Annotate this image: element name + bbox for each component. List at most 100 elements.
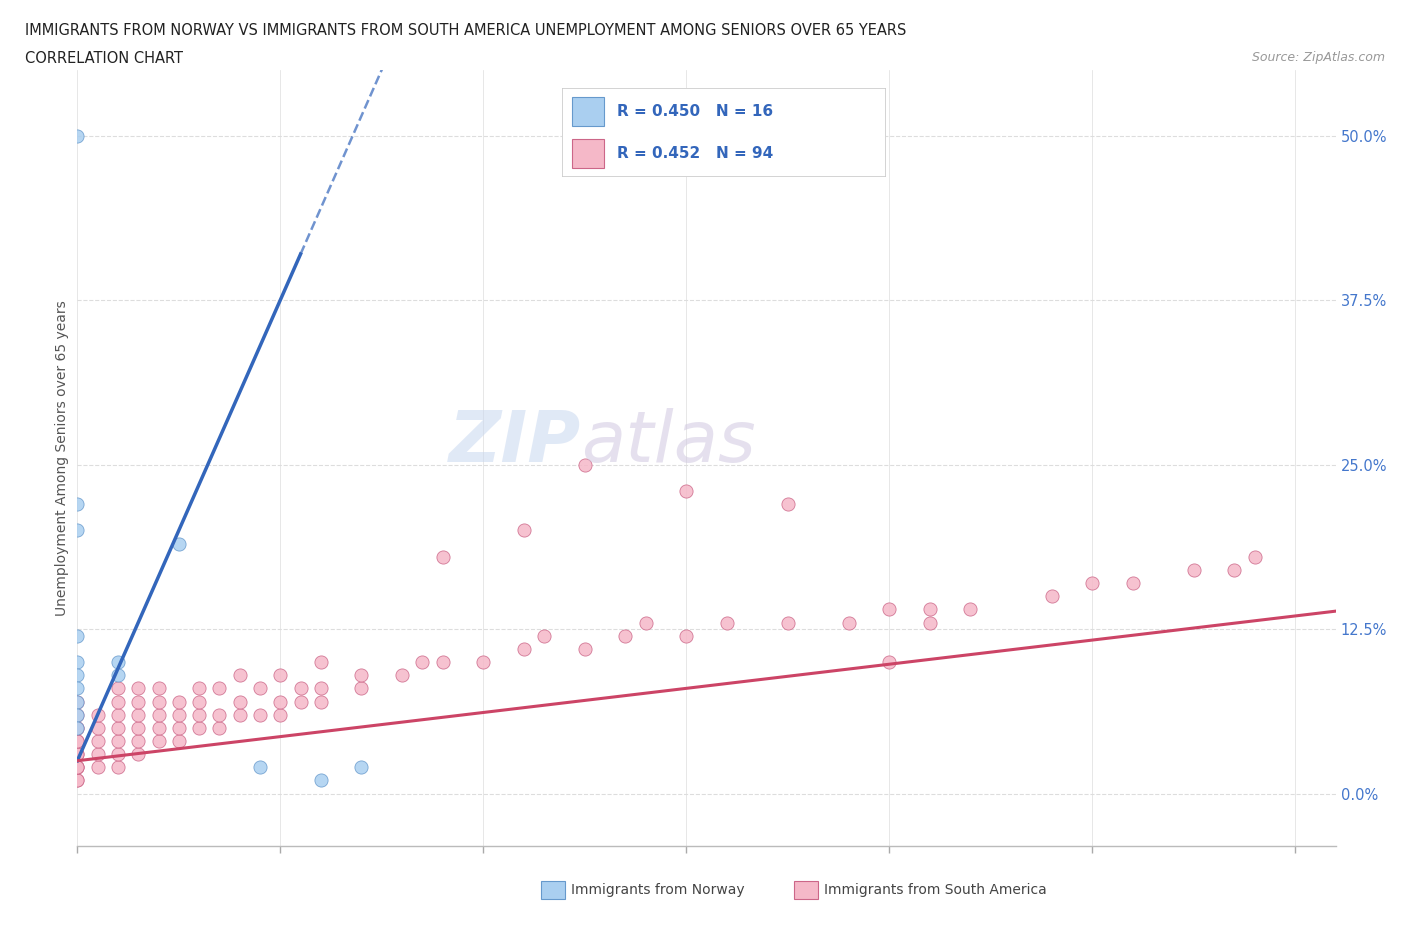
Point xyxy=(411,655,433,670)
Point xyxy=(107,694,129,709)
Point xyxy=(86,734,108,749)
Text: R = 0.450   N = 16: R = 0.450 N = 16 xyxy=(617,104,773,119)
Point xyxy=(472,655,495,670)
Point xyxy=(148,707,170,722)
Point xyxy=(249,760,271,775)
Point xyxy=(1122,576,1144,591)
Point xyxy=(66,707,89,722)
Point xyxy=(86,707,108,722)
Point xyxy=(66,734,89,749)
Point xyxy=(66,681,89,696)
Point xyxy=(148,721,170,736)
Text: Immigrants from Norway: Immigrants from Norway xyxy=(571,883,744,897)
Point xyxy=(66,760,89,775)
Point xyxy=(167,694,190,709)
Point xyxy=(66,128,89,143)
Point xyxy=(1223,563,1246,578)
Text: IMMIGRANTS FROM NORWAY VS IMMIGRANTS FROM SOUTH AMERICA UNEMPLOYMENT AMONG SENIO: IMMIGRANTS FROM NORWAY VS IMMIGRANTS FRO… xyxy=(25,23,907,38)
Point xyxy=(290,694,312,709)
Point xyxy=(107,747,129,762)
Point xyxy=(1081,576,1104,591)
Point xyxy=(574,458,596,472)
Point xyxy=(208,721,231,736)
Point xyxy=(86,760,108,775)
Point xyxy=(228,668,250,683)
Point xyxy=(432,550,454,565)
Point xyxy=(127,681,149,696)
Point xyxy=(66,760,89,775)
Point xyxy=(1040,589,1063,604)
Point xyxy=(86,747,108,762)
Point xyxy=(107,668,129,683)
Point xyxy=(675,629,697,644)
Point xyxy=(1182,563,1205,578)
Point xyxy=(107,681,129,696)
Bar xyxy=(572,98,605,126)
Point xyxy=(350,760,373,775)
Point xyxy=(249,681,271,696)
Point xyxy=(66,523,89,538)
Point xyxy=(309,655,332,670)
Point xyxy=(127,721,149,736)
Point xyxy=(309,694,332,709)
Point xyxy=(66,721,89,736)
Point xyxy=(918,602,941,617)
Point xyxy=(66,629,89,644)
Point xyxy=(107,721,129,736)
Point xyxy=(269,694,291,709)
Point xyxy=(350,681,373,696)
Point xyxy=(675,484,697,498)
Point xyxy=(614,629,637,644)
Point xyxy=(877,602,900,617)
Point xyxy=(290,681,312,696)
Point xyxy=(107,707,129,722)
Point xyxy=(350,668,373,683)
Point xyxy=(188,721,211,736)
Point xyxy=(959,602,981,617)
Point xyxy=(66,694,89,709)
Point xyxy=(66,721,89,736)
FancyBboxPatch shape xyxy=(562,88,886,177)
Point xyxy=(148,734,170,749)
Point xyxy=(776,615,799,630)
Point xyxy=(107,734,129,749)
Point xyxy=(107,760,129,775)
Point xyxy=(634,615,657,630)
Point xyxy=(167,707,190,722)
Point xyxy=(127,694,149,709)
Text: atlas: atlas xyxy=(581,408,755,477)
Point xyxy=(66,655,89,670)
Point xyxy=(66,707,89,722)
Y-axis label: Unemployment Among Seniors over 65 years: Unemployment Among Seniors over 65 years xyxy=(55,300,69,616)
Point xyxy=(918,615,941,630)
Point xyxy=(167,721,190,736)
Point xyxy=(127,734,149,749)
Point xyxy=(148,681,170,696)
Point xyxy=(432,655,454,670)
Point xyxy=(309,681,332,696)
Point xyxy=(167,536,190,551)
Point xyxy=(127,747,149,762)
Point xyxy=(107,655,129,670)
Point xyxy=(269,707,291,722)
Text: Immigrants from South America: Immigrants from South America xyxy=(824,883,1046,897)
Bar xyxy=(572,139,605,167)
Point xyxy=(86,721,108,736)
Point xyxy=(228,694,250,709)
Point xyxy=(269,668,291,683)
Text: Source: ZipAtlas.com: Source: ZipAtlas.com xyxy=(1251,51,1385,64)
Point xyxy=(776,497,799,512)
Point xyxy=(513,523,536,538)
Point xyxy=(167,734,190,749)
Point xyxy=(208,707,231,722)
Point xyxy=(66,773,89,788)
Point xyxy=(228,707,250,722)
Point xyxy=(66,721,89,736)
Point xyxy=(838,615,860,630)
Point xyxy=(127,707,149,722)
Point xyxy=(188,694,211,709)
Text: CORRELATION CHART: CORRELATION CHART xyxy=(25,51,183,66)
Point xyxy=(574,642,596,657)
Point xyxy=(1243,550,1265,565)
Point xyxy=(716,615,738,630)
